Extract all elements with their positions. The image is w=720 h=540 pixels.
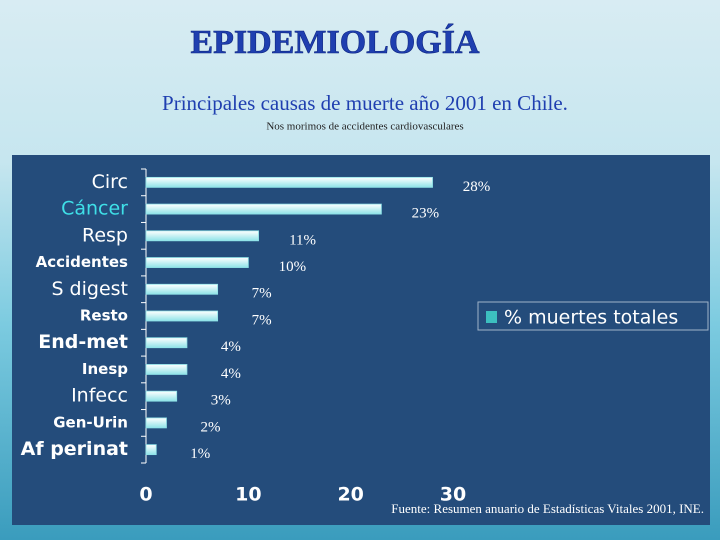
bar bbox=[145, 390, 178, 402]
bar bbox=[145, 337, 188, 349]
value-label: 11% bbox=[289, 232, 316, 248]
value-label: 2% bbox=[200, 419, 220, 435]
bar bbox=[145, 257, 249, 268]
value-label: 10% bbox=[279, 259, 307, 275]
bar bbox=[145, 230, 259, 242]
legend-box bbox=[477, 301, 709, 331]
y-tick-label: Resto bbox=[80, 307, 128, 325]
bar bbox=[145, 444, 157, 456]
y-tick-label: S digest bbox=[51, 278, 128, 300]
value-label: 3% bbox=[211, 393, 231, 409]
legend-swatch bbox=[486, 311, 497, 323]
legend-label: % muertes totales bbox=[504, 307, 678, 329]
value-label: 1% bbox=[190, 446, 210, 462]
bar bbox=[145, 417, 167, 429]
value-label: 7% bbox=[252, 312, 272, 328]
heading: EPIDEMIOLOGÍA bbox=[190, 24, 479, 61]
chart-title: Principales causas de muerte año 2001 en… bbox=[162, 91, 568, 115]
bar bbox=[145, 310, 219, 322]
y-tick-label: Accidentes bbox=[36, 253, 128, 271]
bar bbox=[145, 203, 382, 215]
y-tick-label: Cáncer bbox=[61, 198, 128, 220]
x-tick-label: 30 bbox=[440, 484, 466, 506]
y-tick-label: Af perinat bbox=[21, 438, 128, 460]
value-label: 4% bbox=[221, 366, 241, 382]
y-tick-label: Infecc bbox=[71, 385, 128, 407]
value-label: 28% bbox=[463, 179, 491, 195]
value-label: 4% bbox=[221, 339, 241, 355]
chart-subtitle: Nos morimos de accidentes cardiovascular… bbox=[266, 121, 463, 133]
x-tick-label: 0 bbox=[139, 484, 152, 506]
y-tick-label: Inesp bbox=[82, 360, 128, 378]
y-tick-label: Circ bbox=[92, 171, 128, 193]
y-tick-label: Gen-Urin bbox=[53, 413, 128, 431]
y-tick-label: End-met bbox=[38, 331, 128, 353]
bar bbox=[145, 283, 219, 295]
source-note: Fuente: Resumen anuario de Estadísticas … bbox=[391, 501, 704, 516]
bar bbox=[145, 364, 188, 375]
value-label: 23% bbox=[412, 206, 440, 222]
value-label: 7% bbox=[252, 286, 272, 302]
chart-panel bbox=[12, 155, 710, 525]
legend: % muertes totales bbox=[477, 301, 709, 331]
bar bbox=[145, 176, 433, 188]
x-tick-label: 20 bbox=[337, 484, 363, 506]
y-tick-label: Resp bbox=[82, 224, 128, 246]
x-tick-label: 10 bbox=[235, 484, 261, 506]
